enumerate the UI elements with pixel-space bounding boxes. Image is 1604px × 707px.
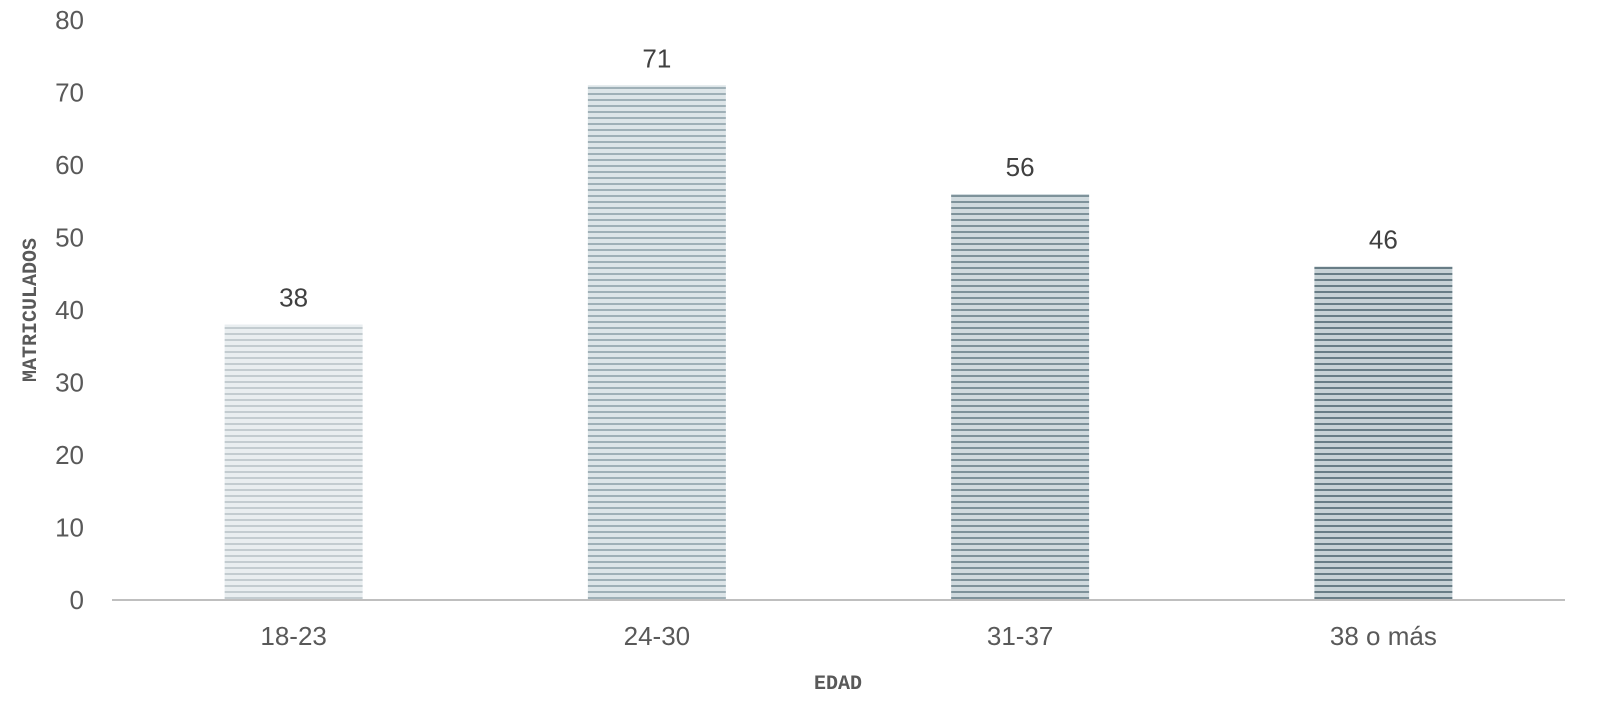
x-axis-ticks: 18-23 24-30 31-37 38 o más	[260, 621, 1436, 651]
bar	[1314, 266, 1453, 600]
y-tick-label: 30	[55, 368, 84, 398]
y-tick-label: 70	[55, 78, 84, 108]
y-axis-title: MATRICULADOS	[20, 238, 43, 382]
y-axis-ticks: 0 10 20 30 40 50 60 70 80	[55, 5, 84, 615]
x-tick-label: 18-23	[260, 621, 327, 651]
y-tick-label: 0	[70, 585, 84, 615]
y-tick-label: 20	[55, 440, 84, 470]
x-axis-title: EDAD	[814, 673, 862, 696]
y-tick-label: 40	[55, 295, 84, 325]
y-tick-label: 10	[55, 513, 84, 543]
bar	[951, 194, 1090, 600]
y-tick-label: 80	[55, 5, 84, 35]
x-tick-label: 38 o más	[1330, 621, 1437, 651]
data-label: 46	[1369, 225, 1398, 255]
x-tick-label: 24-30	[624, 621, 691, 651]
data-label: 71	[642, 43, 671, 73]
data-labels: 38 71 56 46	[279, 43, 1398, 312]
bar	[587, 85, 726, 600]
x-tick-label: 31-37	[987, 621, 1054, 651]
bar	[224, 324, 363, 600]
data-label: 56	[1006, 152, 1035, 182]
data-label: 38	[279, 283, 308, 313]
bars	[224, 85, 1453, 600]
y-tick-label: 50	[55, 223, 84, 253]
y-tick-label: 60	[55, 150, 84, 180]
